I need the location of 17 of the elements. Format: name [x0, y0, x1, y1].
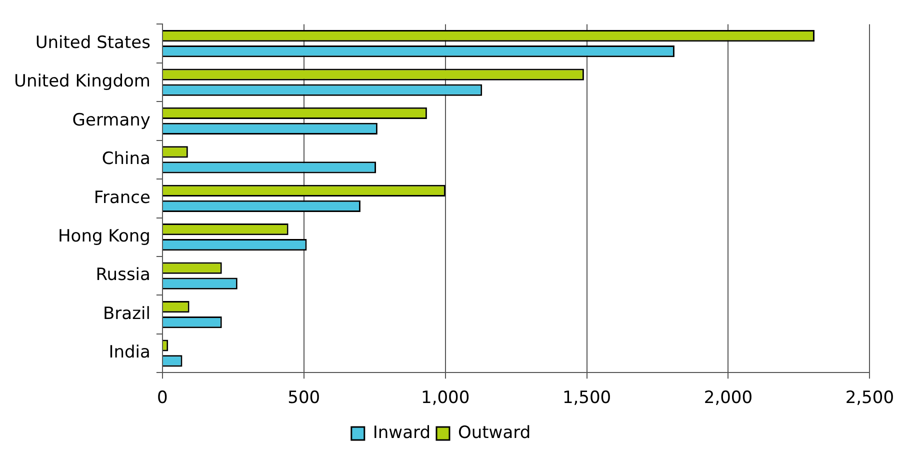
y-tick-label: United States [35, 32, 151, 53]
x-tick-label: 0 [157, 388, 168, 408]
x-tick-label: 500 [288, 388, 320, 408]
y-tick-label: Germany [72, 110, 150, 130]
legend-label: Inward [372, 422, 430, 443]
x-tick-label: 1,000 [421, 388, 470, 408]
y-tick-label: Hong Kong [58, 226, 150, 247]
legend-label: Outward [458, 422, 531, 443]
y-tick-label: Brazil [102, 304, 150, 324]
y-tick-label: France [94, 188, 150, 208]
x-tick-label: 2,000 [704, 388, 753, 408]
x-tick-label: 2,500 [845, 388, 894, 408]
y-tick-label: India [108, 342, 150, 363]
y-tick-label: Russia [96, 265, 150, 286]
y-tick-label: United Kingdom [14, 72, 150, 92]
y-tick-label: China [102, 149, 150, 170]
x-tick-label: 1,500 [562, 388, 612, 408]
